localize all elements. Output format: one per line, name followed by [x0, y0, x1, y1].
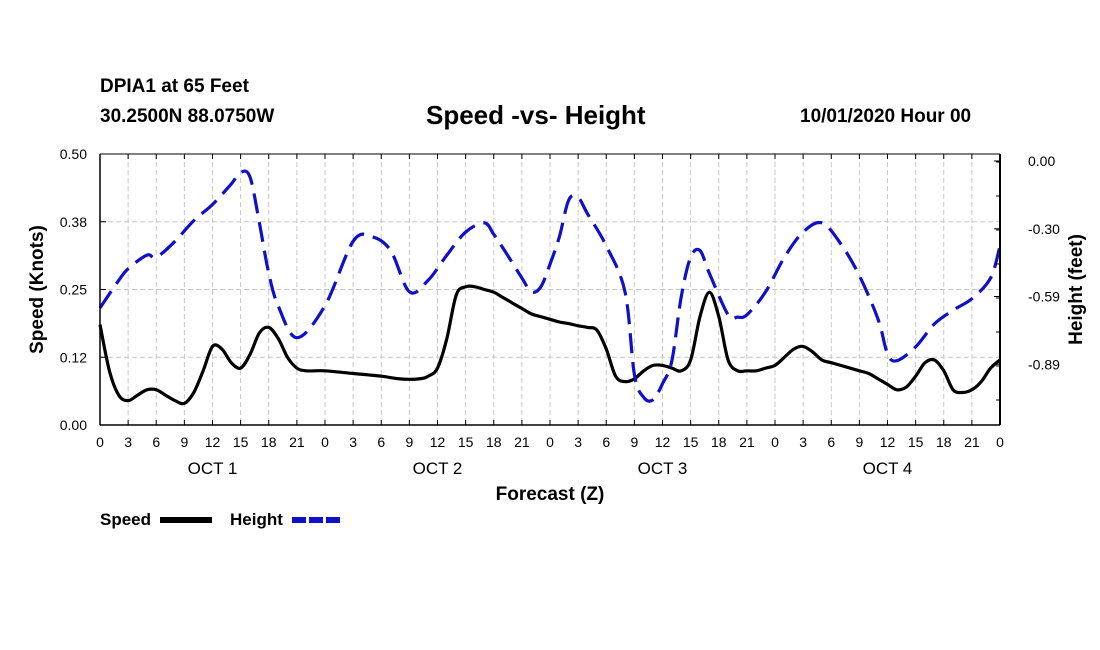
x-tick-label: 6: [827, 434, 835, 450]
chart-title: Speed -vs- Height: [426, 100, 646, 130]
x-tick-label: 9: [855, 434, 863, 450]
grid-lines: [100, 154, 1000, 425]
height-line: [98, 169, 1002, 403]
x-tick-label: 15: [908, 434, 924, 450]
y-tick-label: 0.00: [60, 417, 87, 433]
height-series: [98, 169, 1002, 403]
coordinates-label: 30.2500N 88.0750W: [100, 106, 275, 127]
x-tick-label: 0: [321, 434, 329, 450]
x-tick-label: 12: [655, 434, 671, 450]
x-tick-label: 21: [514, 434, 530, 450]
x-tick-label: 18: [486, 434, 502, 450]
y-axis-title: Speed (Knots): [27, 225, 48, 354]
x-tick-label: 0: [771, 434, 779, 450]
x-tick-label: 21: [739, 434, 755, 450]
station-label: DPIA1 at 65 Feet: [100, 76, 249, 97]
axes: [99, 153, 1001, 426]
y-tick-label: 0.38: [60, 214, 87, 230]
x-tick-label: 3: [124, 434, 132, 450]
x-tick-label: 9: [405, 434, 413, 450]
x-tick-label: 9: [630, 434, 638, 450]
y2-axis-title: Height (feet): [1066, 234, 1087, 345]
x-tick-label: 18: [936, 434, 952, 450]
legend: Speed Height: [100, 510, 342, 529]
y-tick-label: 0.25: [60, 282, 87, 298]
day-label: OCT 2: [413, 459, 463, 478]
speed-series: [98, 284, 1002, 406]
x-tick-label: 12: [205, 434, 221, 450]
x-tick-label: 12: [880, 434, 896, 450]
x-tick-label: 18: [261, 434, 277, 450]
x-tick-label: 0: [546, 434, 554, 450]
x-tick-label: 21: [289, 434, 305, 450]
legend-height-label: Height: [230, 510, 283, 529]
speed-line: [98, 284, 1002, 406]
x-tick-label: 15: [233, 434, 249, 450]
y-tick-label: 0.12: [60, 349, 87, 365]
x-tick-label: 21: [964, 434, 980, 450]
y-tick-label: 0.50: [60, 146, 87, 162]
x-tick-label: 3: [799, 434, 807, 450]
x-tick-label: 3: [349, 434, 357, 450]
x-tick-label: 15: [458, 434, 474, 450]
x-tick-label: 12: [430, 434, 446, 450]
x-tick-label: 15: [683, 434, 699, 450]
x-tick-label: 6: [152, 434, 160, 450]
y2-tick-label: -0.59: [1028, 289, 1060, 305]
x-tick-label: 9: [180, 434, 188, 450]
x-tick-label: 6: [377, 434, 385, 450]
y2-tick-label: 0.00: [1028, 153, 1055, 169]
day-label: OCT 3: [638, 459, 688, 478]
x-tick-label: 18: [711, 434, 727, 450]
issued-date: 10/01/2020 Hour 00: [800, 106, 972, 127]
legend-speed-label: Speed: [100, 510, 151, 529]
x-tick-label: 3: [574, 434, 582, 450]
x-tick-label: 0: [96, 434, 104, 450]
x-axis-title: Forecast (Z): [496, 484, 605, 505]
y2-tick-label: -0.89: [1028, 356, 1060, 372]
tick-labels: 0 3 6 9 12 15 18 21 0 3 6 9 12 15 18 21 0 3 6 9 12 15 18 21 0 3 6 9…: [27, 146, 1087, 505]
x-tick-label: 6: [602, 434, 610, 450]
day-label: OCT 1: [188, 459, 238, 478]
y2-tick-label: -0.30: [1028, 221, 1060, 237]
day-label: OCT 4: [863, 459, 913, 478]
x-tick-label: 0: [996, 434, 1004, 450]
